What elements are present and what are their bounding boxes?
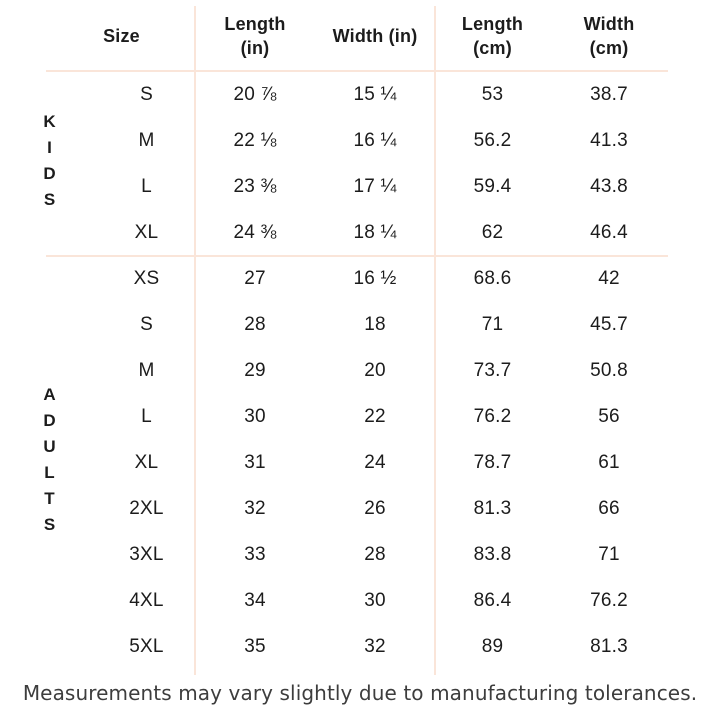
cell-width-in: 24 [364,452,386,473]
cell-length-in: 24 ⅜ [233,222,277,243]
table-row: L 23 ⅜ 17 ¼ 59.4 43.8 [0,164,720,210]
cell-length-cm: 76.2 [473,406,512,427]
column-divider-right [434,6,436,675]
cell-width-cm: 46.4 [590,222,628,243]
cell-width-cm: 42 [598,268,620,289]
cell-size: XS [133,268,160,289]
table-row: L 30 22 76.2 56 [0,394,720,440]
cell-length-in: 23 ⅜ [233,176,277,197]
cell-size: 2XL [129,498,164,519]
cell-width-in: 22 [364,406,386,427]
header-width-cm: Width (cm) [583,14,635,58]
cell-length-in: 31 [244,452,266,473]
cell-length-cm: 73.7 [473,360,512,381]
cell-size: XL [134,452,159,473]
table-row: 3XL 33 28 83.8 71 [0,532,720,578]
cell-width-in: 32 [364,636,386,657]
cell-length-cm: 62 [481,222,504,243]
table-row: XL 24 ⅜ 18 ¼ 62 46.4 [0,210,720,256]
cell-length-cm: 86.4 [473,590,512,611]
cell-length-cm: 71 [481,314,504,335]
cell-width-cm: 71 [598,544,620,565]
cell-length-in: 33 [244,544,266,565]
cell-width-in: 16 ½ [353,268,397,289]
cell-size: S [140,314,153,335]
header-divider [46,70,668,72]
cell-length-in: 30 [244,406,266,427]
header-size: Size [103,26,140,46]
group-label-adults: ADULTS [40,385,59,541]
cell-size: M [138,130,155,151]
table-row: 5XL 35 32 89 81.3 [0,624,720,670]
cell-width-cm: 38.7 [590,84,628,105]
cell-width-in: 18 [364,314,386,335]
cell-length-in: 35 [244,636,266,657]
cell-length-in: 22 ⅛ [233,130,277,151]
header-length-in: Length (in) [224,14,286,58]
section-kids: KIDS S 20 ⅞ 15 ¼ 53 38.7 M 22 ⅛ 16 ¼ 56.… [0,72,720,256]
table-header-row: Size Length (in) Width (in) Length (cm) … [0,0,720,72]
cell-width-cm: 76.2 [590,590,628,611]
cell-width-in: 15 ¼ [353,84,397,105]
table-row: S 20 ⅞ 15 ¼ 53 38.7 [0,72,720,118]
cell-width-cm: 45.7 [590,314,628,335]
cell-length-in: 27 [244,268,266,289]
table-row: M 29 20 73.7 50.8 [0,348,720,394]
header-width-in: Width (in) [332,26,418,46]
cell-length-cm: 78.7 [473,452,512,473]
cell-size: L [141,406,152,427]
cell-length-cm: 59.4 [473,176,512,197]
table-row: 4XL 34 30 86.4 76.2 [0,578,720,624]
cell-width-in: 20 [364,360,386,381]
cell-width-in: 30 [364,590,386,611]
cell-width-cm: 41.3 [590,130,628,151]
cell-length-cm: 68.6 [473,268,512,289]
cell-width-cm: 56 [598,406,620,427]
cell-width-cm: 81.3 [590,636,628,657]
header-length-cm: Length (cm) [461,14,524,58]
cell-width-in: 16 ¼ [353,130,397,151]
cell-size: L [141,176,152,197]
section-adults: ADULTS XS 27 16 ½ 68.6 42 S 28 18 71 45.… [0,256,720,670]
cell-width-cm: 43.8 [590,176,628,197]
section-divider [46,255,668,257]
cell-length-cm: 89 [481,636,504,657]
cell-size: S [140,84,153,105]
cell-length-cm: 56.2 [473,130,512,151]
cell-length-in: 29 [244,360,266,381]
cell-length-in: 34 [244,590,266,611]
cell-width-in: 26 [364,498,386,519]
cell-size: 4XL [129,590,164,611]
cell-length-cm: 83.8 [473,544,512,565]
column-divider-left [194,6,196,675]
cell-width-in: 18 ¼ [353,222,397,243]
table-row: M 22 ⅛ 16 ¼ 56.2 41.3 [0,118,720,164]
table-row: 2XL 32 26 81.3 66 [0,486,720,532]
tolerance-note: Measurements may vary slightly due to ma… [22,681,698,705]
group-label-kids: KIDS [40,112,59,216]
cell-width-in: 17 ¼ [353,176,397,197]
cell-size: 5XL [129,636,164,657]
table-row: XS 27 16 ½ 68.6 42 [0,256,720,302]
cell-length-in: 28 [244,314,266,335]
cell-size: XL [134,222,159,243]
cell-length-cm: 81.3 [473,498,512,519]
cell-size: 3XL [129,544,164,565]
cell-length-in: 32 [244,498,266,519]
cell-length-in: 20 ⅞ [233,84,277,105]
cell-length-cm: 53 [481,84,504,105]
cell-width-cm: 50.8 [590,360,628,381]
table-row: XL 31 24 78.7 61 [0,440,720,486]
cell-size: M [138,360,155,381]
table-row: S 28 18 71 45.7 [0,302,720,348]
cell-width-cm: 66 [598,498,620,519]
cell-width-cm: 61 [598,452,620,473]
cell-width-in: 28 [364,544,386,565]
